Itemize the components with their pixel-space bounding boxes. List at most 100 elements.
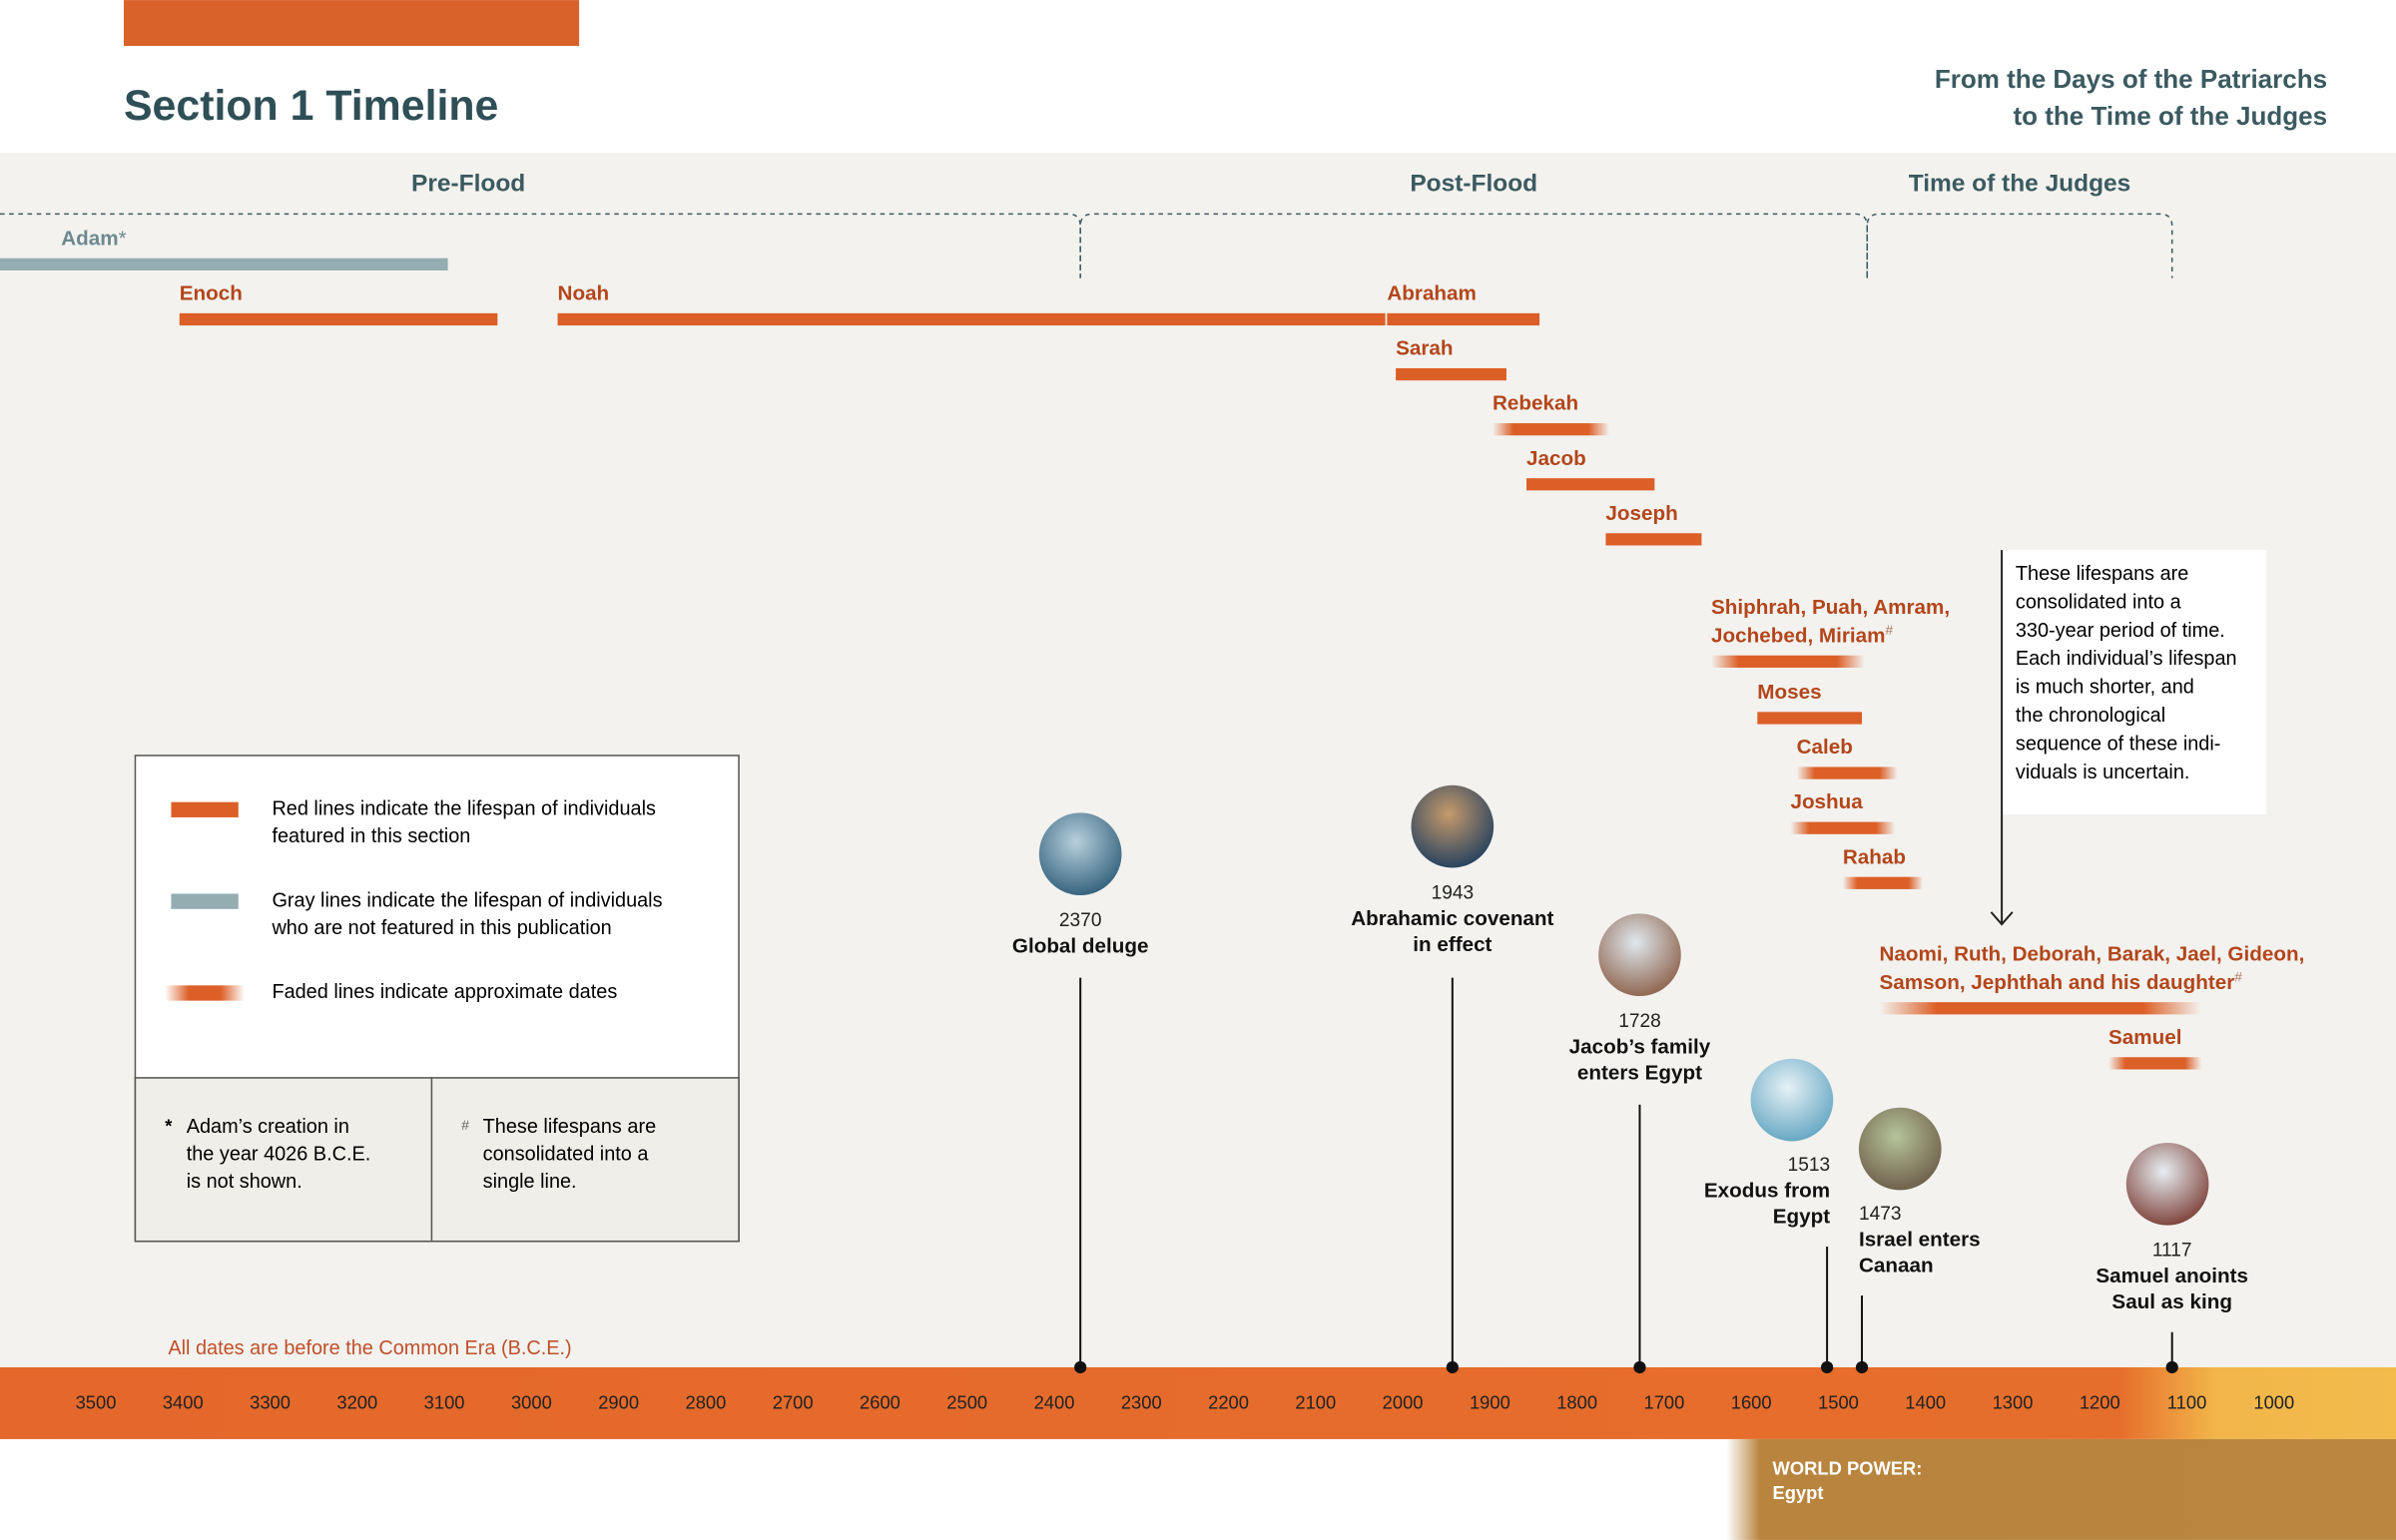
legend-swatch xyxy=(165,985,245,1001)
event-label: Exodus from xyxy=(1704,1179,1830,1202)
x-tick-label: 2400 xyxy=(1034,1392,1075,1413)
lifespan-name: Samson, Jephthah and his daughter xyxy=(1879,971,2234,994)
x-tick-label: 1600 xyxy=(1731,1392,1772,1413)
x-tick-label: 1800 xyxy=(1556,1392,1597,1413)
callout-line: consolidated into a xyxy=(2016,591,2182,613)
legend: Red lines indicate the lifespan of indiv… xyxy=(134,755,740,1243)
lifespan-bar xyxy=(1492,423,1609,436)
x-tick-label: 1200 xyxy=(2080,1392,2120,1413)
lifespan-name: Joseph xyxy=(1605,502,1677,525)
callout-line: 330-year period of time. xyxy=(2016,620,2225,642)
event-illustration xyxy=(1598,913,1681,997)
axis-note: All dates are before the Common Era (B.C… xyxy=(168,1337,571,1359)
callout-line: viduals is uncertain. xyxy=(2016,762,2190,783)
lifespan-name: Jacob xyxy=(1526,447,1586,470)
legend-notes-box xyxy=(134,1077,740,1243)
lifespan-bar xyxy=(1605,533,1702,546)
event-year: 1117 xyxy=(2152,1241,2192,1262)
x-tick-label: 3100 xyxy=(424,1392,465,1413)
x-tick-label: 2600 xyxy=(860,1392,900,1413)
callout-line: the chronological xyxy=(2016,705,2165,727)
legend-text: featured in this section xyxy=(272,825,470,847)
callout-arrowhead xyxy=(1990,911,2014,926)
callout-box xyxy=(2002,550,2266,814)
lifespan-mark: # xyxy=(1886,623,1894,638)
lifespan-label: Adam* xyxy=(61,228,126,251)
event-dot xyxy=(1633,1360,1646,1374)
lifespan-bar xyxy=(179,312,498,326)
lifespan-label: Rebekah xyxy=(1493,392,1578,415)
x-tick-label: 2500 xyxy=(946,1392,987,1413)
lifespan-label: Joshua xyxy=(1790,791,1863,814)
lifespan-mark: # xyxy=(2234,969,2242,984)
world-power-label: WORLD POWER: xyxy=(1773,1457,1923,1478)
event-dot xyxy=(1074,1360,1087,1374)
event-label: in effect xyxy=(1413,933,1492,956)
event-year: 1513 xyxy=(1788,1155,1831,1176)
note-text: single line. xyxy=(483,1171,577,1193)
subtitle: to the Time of the Judges xyxy=(2013,101,2327,131)
lifespan-name: Abraham xyxy=(1387,282,1477,305)
event-label: Egypt xyxy=(1773,1205,1831,1228)
lifespan-bar xyxy=(557,312,1386,326)
lifespan-name: Rahab xyxy=(1843,846,1906,869)
lifespan-name: Enoch xyxy=(180,282,243,305)
lifespan-bar xyxy=(1711,655,1865,668)
lifespan-label: Samuel xyxy=(2108,1026,2181,1049)
event-label: Samuel anoints xyxy=(2096,1265,2248,1287)
x-tick-label: 2900 xyxy=(598,1392,639,1413)
legend-text: Gray lines indicate the lifespan of indi… xyxy=(272,889,662,911)
legend-text: Faded lines indicate approximate dates xyxy=(272,981,617,1003)
lifespan-name: Joshua xyxy=(1790,791,1863,814)
event-label: Saul as king xyxy=(2111,1290,2232,1313)
x-tick-label: 3000 xyxy=(511,1392,552,1413)
event-label: Canaan xyxy=(1859,1254,1934,1277)
x-tick-label: 2100 xyxy=(1295,1392,1336,1413)
event-illustration xyxy=(1038,812,1122,896)
era-bracket xyxy=(1866,213,2173,278)
x-tick-label: 3200 xyxy=(336,1392,377,1413)
event-year: 2370 xyxy=(1059,910,1102,931)
legend-swatch xyxy=(171,801,239,817)
event-year: 1473 xyxy=(1859,1204,1902,1225)
world-power-band xyxy=(1726,1438,2396,1540)
callout-line: These lifespans are xyxy=(2016,563,2188,585)
lifespan-name: Caleb xyxy=(1797,737,1853,760)
lifespan-label: Rahab xyxy=(1843,846,1906,869)
lifespan-label: Noah xyxy=(558,282,610,305)
x-tick-label: 1100 xyxy=(2167,1392,2206,1413)
era-label: Pre-Flood xyxy=(411,171,525,198)
note-symbol: * xyxy=(165,1116,173,1137)
legend-swatch xyxy=(171,893,239,909)
event-label: Abrahamic covenant xyxy=(1351,907,1553,930)
x-tick-label: 1400 xyxy=(1905,1392,1946,1413)
x-tick-label: 3300 xyxy=(250,1392,291,1413)
lifespan-name: Shiphrah, Puah, Amram, xyxy=(1711,596,1950,619)
event-illustration xyxy=(1411,784,1495,868)
lifespan-bar xyxy=(1842,876,1924,889)
event-label: Jacob’s family xyxy=(1569,1036,1711,1059)
event-illustration xyxy=(2125,1142,2209,1226)
legend-text: Red lines indicate the lifespan of indiv… xyxy=(272,798,656,820)
callout-line: Each individual’s lifespan xyxy=(2016,648,2237,670)
event-dot xyxy=(1820,1360,1834,1374)
subtitle: From the Days of the Patriarchs xyxy=(1935,64,2327,94)
x-tick-label: 1700 xyxy=(1643,1392,1684,1413)
lifespan-bar xyxy=(1879,1002,2201,1015)
lifespan-label: Enoch xyxy=(180,282,243,305)
event-dot xyxy=(1855,1360,1869,1374)
event-dot xyxy=(2165,1360,2178,1374)
lifespan-label: Joseph xyxy=(1605,502,1677,525)
lifespan-bar xyxy=(1757,712,1863,725)
note-text: the year 4026 B.C.E. xyxy=(187,1143,371,1165)
era-bracket xyxy=(1079,213,1869,278)
x-tick-label: 3500 xyxy=(76,1392,117,1413)
event-dot xyxy=(1446,1360,1459,1374)
event-label: Israel enters xyxy=(1859,1228,1981,1251)
event-year: 1728 xyxy=(1618,1011,1661,1032)
lifespan-mark: * xyxy=(119,228,127,251)
era-label: Time of the Judges xyxy=(1909,171,2131,198)
lifespan-bar xyxy=(0,257,448,270)
